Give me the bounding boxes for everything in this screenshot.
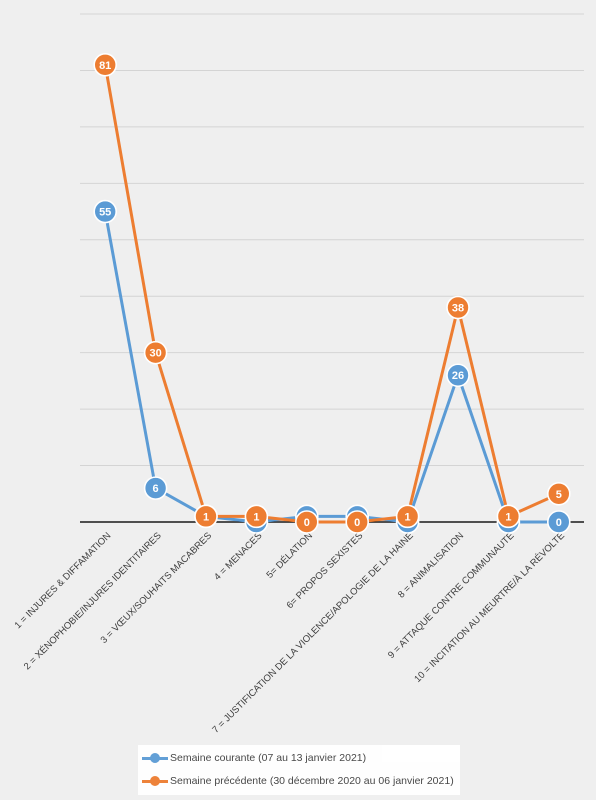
data-label: 5	[556, 489, 562, 501]
data-point	[93, 199, 117, 224]
data-label: 0	[304, 517, 310, 529]
data-point	[395, 504, 420, 529]
data-point	[546, 510, 571, 534]
data-label: 1	[505, 511, 511, 523]
data-label: 26	[452, 370, 464, 382]
legend-item-semaine-precedente: Semaine précédente (30 décembre 2020 au …	[142, 771, 454, 791]
data-point	[345, 510, 370, 534]
data-point	[496, 504, 521, 529]
data-label: 1	[405, 511, 411, 523]
series-line-1	[103, 211, 559, 524]
legend-label: Semaine courante (07 au 13 janvier 2021)	[170, 752, 367, 764]
data-point	[244, 504, 269, 529]
data-label: 1	[253, 511, 259, 523]
x-tick-label: 1 = INJURES & DIFFAMATION	[13, 530, 114, 631]
legend-swatch-blue	[142, 751, 168, 765]
data-point	[546, 481, 571, 506]
legend: Semaine courante (07 au 13 janvier 2021)…	[138, 745, 460, 795]
data-label: 81	[99, 60, 111, 72]
data-label: 55	[99, 207, 111, 219]
legend-item-semaine-courante: Semaine courante (07 au 13 janvier 2021)	[142, 748, 366, 768]
data-point	[446, 295, 470, 320]
data-label: 38	[452, 303, 464, 315]
series-line-2	[103, 64, 560, 524]
data-point	[194, 504, 218, 529]
x-tick-label: 4 = MENACES	[212, 530, 264, 582]
data-label: 1	[203, 511, 209, 523]
data-point	[143, 476, 168, 500]
data-point	[93, 53, 117, 77]
data-label: 30	[149, 348, 161, 360]
data-point	[294, 510, 319, 534]
x-tick-label: 5= DÉLATION	[265, 530, 315, 580]
data-point	[143, 340, 168, 365]
x-tick-label: 3 = VŒUX/SOUHAITS MACABRES	[99, 530, 214, 645]
data-point	[446, 363, 470, 388]
data-label: 0	[354, 517, 360, 529]
legend-swatch-orange	[142, 774, 168, 788]
data-label: 6	[153, 483, 159, 495]
legend-label: Semaine précédente (30 décembre 2020 au …	[170, 775, 454, 787]
data-label: 0	[556, 517, 562, 529]
